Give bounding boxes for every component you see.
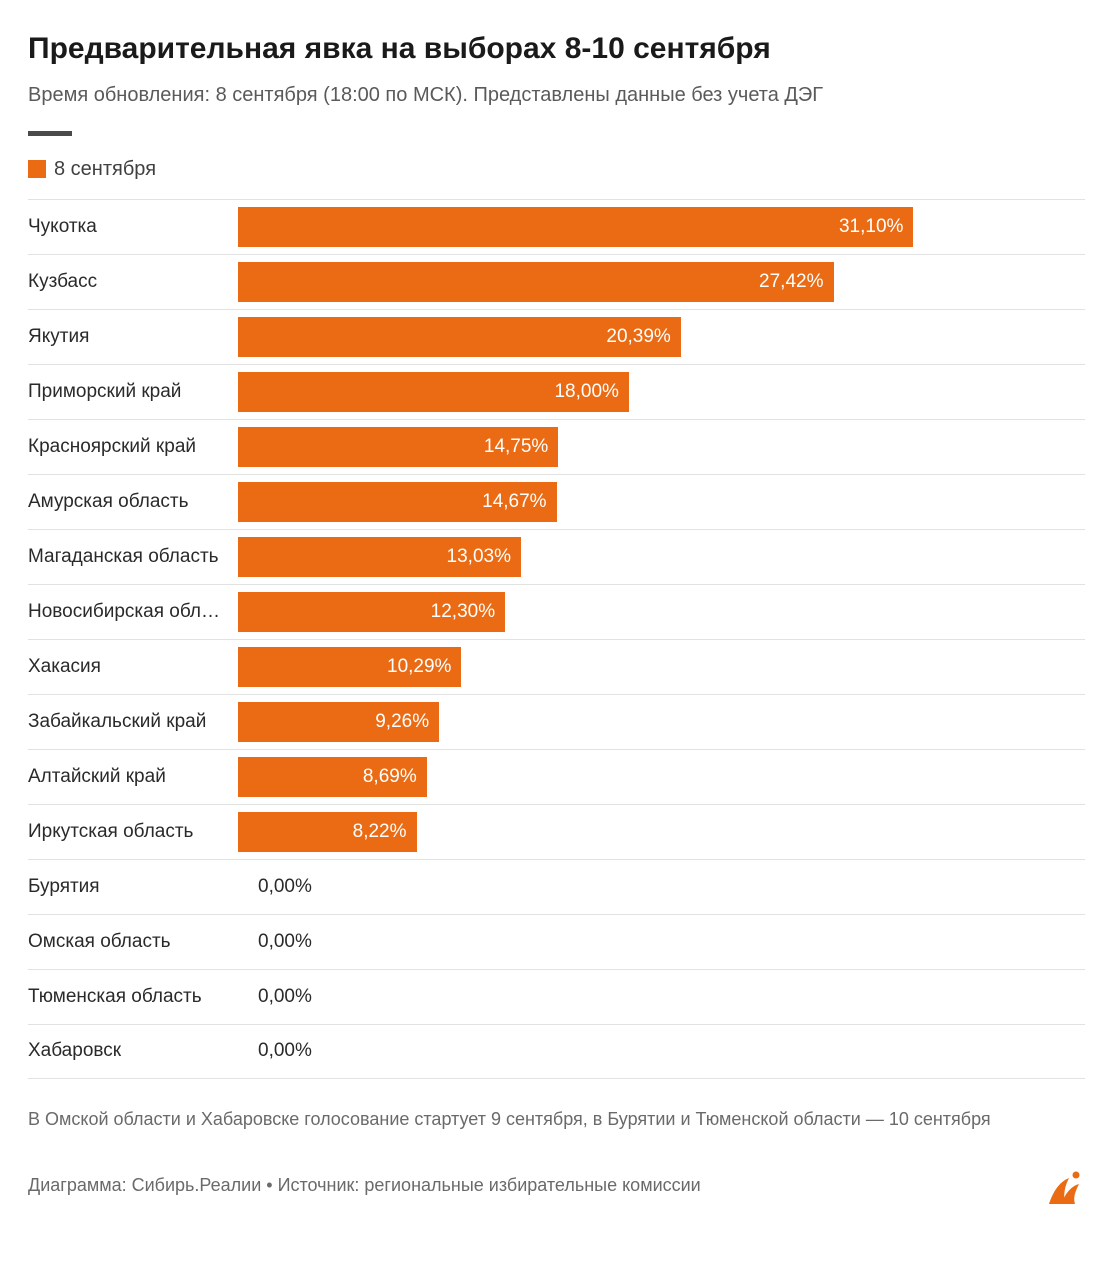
row-label: Красноярский край — [28, 436, 238, 458]
chart-row: Красноярский край 14,75% — [28, 419, 1085, 474]
bar-value: 13,03% — [447, 546, 511, 568]
chart-row: Чукотка 31,10% — [28, 199, 1085, 254]
row-track: 8,69% — [238, 757, 1085, 797]
bar — [238, 922, 248, 962]
bar: 8,69% — [238, 757, 427, 797]
chart-credits: Диаграмма: Сибирь.Реалии • Источник: рег… — [28, 1175, 701, 1196]
bar: 27,42% — [238, 262, 834, 302]
chart-row: Кузбасс 27,42% — [28, 254, 1085, 309]
row-label: Новосибирская область — [28, 601, 238, 623]
bar: 14,67% — [238, 482, 557, 522]
row-track: 8,22% — [238, 812, 1085, 852]
row-label: Чукотка — [28, 216, 238, 238]
chart-subtitle: Время обновления: 8 сентября (18:00 по М… — [28, 82, 1085, 109]
bar-value: 8,69% — [363, 766, 417, 788]
row-label: Бурятия — [28, 876, 238, 898]
chart-row: Магаданская область 13,03% — [28, 529, 1085, 584]
bar — [238, 1031, 248, 1071]
bar-value: 9,26% — [375, 711, 429, 733]
bar-value: 27,42% — [759, 271, 823, 293]
row-track: 13,03% — [238, 537, 1085, 577]
bar: 9,26% — [238, 702, 439, 742]
row-track: 10,29% — [238, 647, 1085, 687]
bar-value: 20,39% — [606, 326, 670, 348]
bar-value: 0,00% — [248, 931, 312, 953]
bar — [238, 977, 248, 1017]
row-track: 20,39% — [238, 317, 1085, 357]
row-label: Магаданская область — [28, 546, 238, 568]
chart-row: Тюменская область 0,00% — [28, 969, 1085, 1024]
chart-row: Хакасия 10,29% — [28, 639, 1085, 694]
row-track: 9,26% — [238, 702, 1085, 742]
chart-title: Предварительная явка на выборах 8-10 сен… — [28, 30, 1085, 68]
row-label: Амурская область — [28, 491, 238, 513]
chart-row: Иркутская область 8,22% — [28, 804, 1085, 859]
chart-row: Бурятия 0,00% — [28, 859, 1085, 914]
legend-swatch-icon — [28, 160, 46, 178]
chart-row: Новосибирская область 12,30% — [28, 584, 1085, 639]
source-logo-icon — [1041, 1164, 1085, 1208]
bar: 12,30% — [238, 592, 505, 632]
row-label: Омская область — [28, 931, 238, 953]
bar-value: 10,29% — [387, 656, 451, 678]
row-label: Якутия — [28, 326, 238, 348]
bar-chart: Чукотка 31,10% Кузбасс 27,42% Якутия 20,39% Пр… — [28, 199, 1085, 1079]
chart-row: Забайкальский край 9,26% — [28, 694, 1085, 749]
bar: 20,39% — [238, 317, 681, 357]
bar-value: 8,22% — [353, 821, 407, 843]
bar: 18,00% — [238, 372, 629, 412]
bar — [238, 867, 248, 907]
row-track: 0,00% — [238, 977, 1085, 1017]
row-track: 0,00% — [238, 1031, 1085, 1071]
bar-value: 14,75% — [484, 436, 548, 458]
bar-value: 12,30% — [431, 601, 495, 623]
row-label: Иркутская область — [28, 821, 238, 843]
row-track: 0,00% — [238, 922, 1085, 962]
row-track: 27,42% — [238, 262, 1085, 302]
row-track: 18,00% — [238, 372, 1085, 412]
credits-row: Диаграмма: Сибирь.Реалии • Источник: рег… — [28, 1164, 1085, 1208]
bar-value: 31,10% — [839, 216, 903, 238]
chart-row: Хабаровск 0,00% — [28, 1024, 1085, 1079]
chart-row: Якутия 20,39% — [28, 309, 1085, 364]
row-label: Хабаровск — [28, 1040, 238, 1062]
row-label: Приморский край — [28, 381, 238, 403]
bar: 8,22% — [238, 812, 417, 852]
bar-value: 0,00% — [248, 1040, 312, 1062]
bar-value: 14,67% — [482, 491, 546, 513]
row-label: Хакасия — [28, 656, 238, 678]
row-label: Кузбасс — [28, 271, 238, 293]
chart-row: Алтайский край 8,69% — [28, 749, 1085, 804]
row-label: Тюменская область — [28, 986, 238, 1008]
chart-footnote: В Омской области и Хабаровске голосовани… — [28, 1107, 1085, 1132]
row-track: 12,30% — [238, 592, 1085, 632]
chart-row: Амурская область 14,67% — [28, 474, 1085, 529]
row-label: Алтайский край — [28, 766, 238, 788]
row-track: 31,10% — [238, 207, 1085, 247]
row-track: 14,75% — [238, 427, 1085, 467]
bar-value: 0,00% — [248, 986, 312, 1008]
legend-label: 8 сентября — [54, 158, 156, 181]
bar: 14,75% — [238, 427, 558, 467]
divider-mark — [28, 131, 72, 136]
bar-value: 18,00% — [554, 381, 618, 403]
row-track: 0,00% — [238, 867, 1085, 907]
bar: 10,29% — [238, 647, 461, 687]
bar: 13,03% — [238, 537, 521, 577]
bar-value: 0,00% — [248, 876, 312, 898]
legend: 8 сентября — [28, 158, 1085, 181]
bar: 31,10% — [238, 207, 913, 247]
chart-row: Омская область 0,00% — [28, 914, 1085, 969]
row-label: Забайкальский край — [28, 711, 238, 733]
row-track: 14,67% — [238, 482, 1085, 522]
chart-row: Приморский край 18,00% — [28, 364, 1085, 419]
